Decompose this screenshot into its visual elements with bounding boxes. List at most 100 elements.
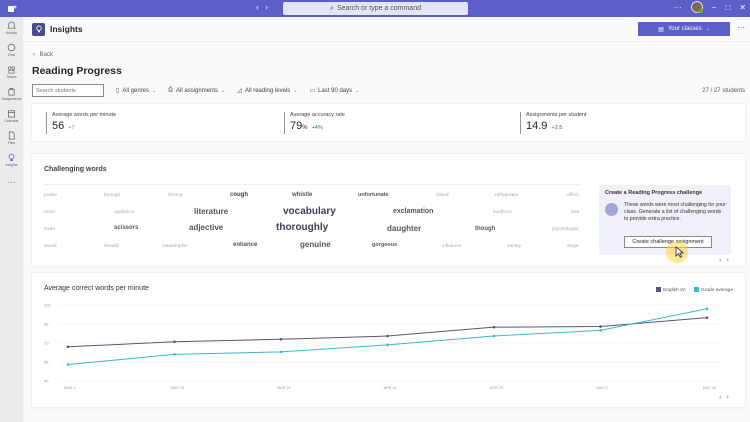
legend-english-2a[interactable]: English 2A bbox=[656, 287, 686, 293]
close-button[interactable]: ✕ bbox=[739, 2, 746, 12]
challenge-card: Create a Reading Progress challenge Thes… bbox=[599, 185, 731, 255]
svg-text:85: 85 bbox=[44, 322, 49, 327]
line-chart: 40 55 70 85 100 MAR 1 MAR 15 MAR 29 APR 11 APR 25… bbox=[44, 303, 721, 390]
word-item[interactable]: would bbox=[44, 244, 57, 249]
rail-item-insights[interactable]: Insights bbox=[5, 153, 18, 175]
word-item[interactable]: unfortunate bbox=[358, 192, 389, 198]
bell-icon bbox=[7, 21, 16, 29]
word-item[interactable]: through bbox=[104, 193, 121, 198]
rail-item-assignments[interactable]: Assignments bbox=[1, 87, 22, 109]
search-students-input[interactable]: Search students bbox=[32, 84, 104, 97]
svg-text:MAR 1: MAR 1 bbox=[64, 386, 76, 390]
rail-item-chat[interactable]: Chat bbox=[7, 43, 16, 65]
stat-words-per-minute: Average words per minute 56 +7 bbox=[46, 112, 116, 134]
maximize-button[interactable]: □ bbox=[725, 2, 731, 12]
challenge-title: Create a Reading Progress challenge bbox=[605, 190, 703, 196]
word-item[interactable]: gorgeous bbox=[372, 242, 398, 248]
app-rail: Activity Chat Teams Assignments Calendar… bbox=[0, 17, 23, 422]
word-item[interactable]: thoroughly bbox=[276, 222, 329, 233]
back-link[interactable]: ‹ Back bbox=[33, 52, 54, 58]
rail-item-files[interactable]: Files bbox=[7, 131, 16, 153]
word-item[interactable]: appliance bbox=[114, 210, 135, 215]
svg-text:APR 11: APR 11 bbox=[384, 386, 397, 390]
word-item[interactable]: trade bbox=[44, 227, 55, 232]
chevron-down-icon: ⌄ bbox=[705, 26, 710, 32]
insights-app-icon bbox=[32, 22, 45, 36]
rail-item-activity[interactable]: Activity bbox=[6, 21, 17, 43]
chevron-down-icon: ⌄ bbox=[355, 87, 360, 94]
word-item[interactable]: though bbox=[475, 226, 496, 232]
word-item[interactable]: refrigerator bbox=[495, 193, 519, 198]
section-title: Challenging words bbox=[44, 166, 107, 173]
word-item[interactable]: genuine bbox=[300, 240, 331, 249]
command-search-input[interactable]: ⌕ Search or type a command bbox=[283, 2, 468, 15]
word-item[interactable]: exclamation bbox=[393, 208, 434, 215]
thumbs-down-icon[interactable]: ♆ bbox=[725, 258, 731, 264]
level-icon: ◿ bbox=[237, 88, 242, 94]
avatar[interactable] bbox=[690, 1, 703, 13]
minimize-button[interactable]: − bbox=[711, 2, 717, 12]
filter-reading-levels[interactable]: ◿ All reading levels ⌄ bbox=[237, 87, 298, 95]
divider bbox=[44, 184, 579, 185]
word-item[interactable]: enhance bbox=[233, 242, 258, 248]
more-options-icon[interactable]: ··· bbox=[673, 2, 682, 12]
word-item[interactable]: affect bbox=[567, 193, 579, 198]
word-item[interactable]: landform bbox=[493, 210, 512, 215]
word-item[interactable]: influence bbox=[442, 244, 462, 249]
your-classes-button[interactable]: ▤ Your classes ⌄ bbox=[638, 22, 730, 36]
chevron-left-icon: ‹ bbox=[33, 52, 35, 58]
legend-grade-average[interactable]: Grade average bbox=[694, 287, 733, 293]
calendar-icon: ▭ bbox=[309, 88, 316, 94]
student-count: 27 / 27 students bbox=[702, 88, 745, 94]
chart-legend: English 2A Grade average bbox=[656, 287, 733, 293]
search-icon: ⌕ bbox=[330, 4, 334, 12]
stat-accuracy-rate: Average accuracy rate 79% +4% bbox=[284, 112, 345, 134]
word-item[interactable]: psychologist bbox=[552, 227, 579, 232]
filter-assignments[interactable]: ⎙ All assignments ⌄ bbox=[168, 87, 226, 94]
filter-genres[interactable]: ▯ All genres ⌄ bbox=[116, 87, 157, 95]
book-icon: ▯ bbox=[116, 88, 120, 94]
more-options-button[interactable]: ··· bbox=[737, 23, 745, 32]
word-item[interactable]: should bbox=[104, 244, 119, 249]
word-item[interactable]: praise bbox=[44, 193, 58, 198]
feedback-buttons: ♁ ♆ bbox=[718, 258, 730, 264]
classes-icon: ▤ bbox=[658, 26, 664, 33]
word-item[interactable]: shrimp bbox=[168, 193, 183, 198]
word-item[interactable]: cough bbox=[230, 192, 248, 198]
rail-item-calendar[interactable]: Calendar bbox=[4, 109, 19, 131]
chart-title: Average correct words per minute bbox=[44, 285, 149, 292]
filter-date-range[interactable]: ▭ Last 90 days ⌄ bbox=[309, 87, 360, 95]
wpm-chart-card: Average correct words per minute English… bbox=[32, 273, 745, 407]
svg-text:100: 100 bbox=[44, 303, 51, 308]
word-item[interactable]: scissors bbox=[114, 225, 139, 231]
word-item[interactable]: catastrophe bbox=[162, 244, 188, 249]
svg-text:55: 55 bbox=[44, 360, 49, 365]
chat-icon bbox=[7, 43, 16, 52]
rail-more-button[interactable]: ··· bbox=[7, 178, 16, 187]
svg-text:MAY 9: MAY 9 bbox=[597, 386, 608, 390]
word-item[interactable]: adjective bbox=[189, 223, 224, 232]
word-item[interactable]: order bbox=[44, 210, 56, 215]
stats-card: Average words per minute 56 +7 Average ac… bbox=[32, 104, 745, 141]
word-item[interactable]: daughter bbox=[387, 224, 422, 233]
back-arrow-icon[interactable]: ‹ bbox=[256, 2, 259, 12]
word-item[interactable]: variety bbox=[507, 244, 522, 249]
forward-arrow-icon[interactable]: › bbox=[265, 2, 268, 12]
word-item[interactable]: vocabulary bbox=[283, 206, 336, 217]
rail-item-teams[interactable]: Teams bbox=[6, 65, 17, 87]
chevron-down-icon: ⌄ bbox=[152, 87, 157, 94]
thumbs-down-icon[interactable]: ♆ bbox=[725, 395, 731, 401]
feedback-buttons: ♁ ♆ bbox=[718, 395, 730, 401]
word-item[interactable]: free bbox=[571, 210, 580, 215]
word-item[interactable]: siege bbox=[567, 244, 579, 249]
word-item[interactable]: island bbox=[436, 193, 449, 198]
challenge-description: These words were most challenging for yo… bbox=[624, 202, 726, 222]
word-item[interactable]: literature bbox=[194, 207, 229, 216]
word-item[interactable]: whistle bbox=[292, 192, 313, 198]
page-title: Reading Progress bbox=[32, 65, 122, 77]
thumbs-up-icon[interactable]: ♁ bbox=[718, 395, 723, 401]
challenge-icon bbox=[605, 203, 618, 216]
svg-text:MAR 29: MAR 29 bbox=[277, 386, 291, 390]
svg-text:40: 40 bbox=[44, 379, 49, 384]
thumbs-up-icon[interactable]: ♁ bbox=[718, 258, 723, 264]
